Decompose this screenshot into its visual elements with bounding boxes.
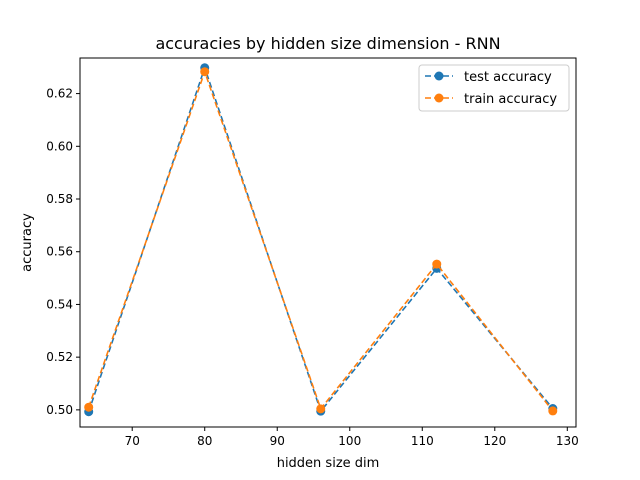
legend: test accuracy train accuracy [418, 64, 570, 112]
train-accuracy-point [432, 259, 442, 269]
train-accuracy-point [316, 404, 326, 414]
x-tick-label: 110 [411, 434, 434, 448]
y-tick-label: 0.60 [46, 139, 73, 153]
x-tick-label: 80 [197, 434, 212, 448]
train-accuracy-line [87, 69, 554, 412]
x-tick-label: 120 [483, 434, 506, 448]
x-axis-ticks: 70 80 90 100 110 120 130 [125, 427, 579, 448]
train-accuracy-point [548, 406, 558, 416]
train-accuracy-legend-marker [434, 93, 444, 103]
y-tick-label: 0.52 [46, 350, 73, 364]
train-accuracy-point [200, 67, 210, 77]
x-axis-label: hidden size dim [277, 456, 380, 471]
train-accuracy-point [84, 402, 94, 412]
test-accuracy-legend-marker [434, 71, 444, 81]
y-tick-label: 0.56 [46, 245, 73, 259]
y-tick-label: 0.50 [46, 403, 73, 417]
y-axis-label: accuracy [20, 213, 35, 272]
test-accuracy-line [87, 65, 554, 413]
y-tick-label: 0.58 [46, 192, 73, 206]
x-tick-label: 90 [270, 434, 285, 448]
plot-area [84, 63, 558, 417]
y-tick-label: 0.62 [46, 87, 73, 101]
axes-frame [79, 57, 577, 428]
x-tick-label: 130 [556, 434, 579, 448]
x-tick-label: 70 [125, 434, 140, 448]
train-accuracy-legend-label: train accuracy [464, 92, 557, 107]
y-tick-label: 0.54 [46, 297, 73, 311]
y-axis-ticks: 0.50 0.52 0.54 0.56 0.58 0.60 0.62 [46, 87, 80, 417]
test-accuracy-legend-label: test accuracy [464, 70, 552, 85]
legend-box [418, 64, 570, 112]
chart-title: accuracies by hidden size dimension - RN… [155, 34, 500, 53]
x-tick-label: 100 [338, 434, 361, 448]
